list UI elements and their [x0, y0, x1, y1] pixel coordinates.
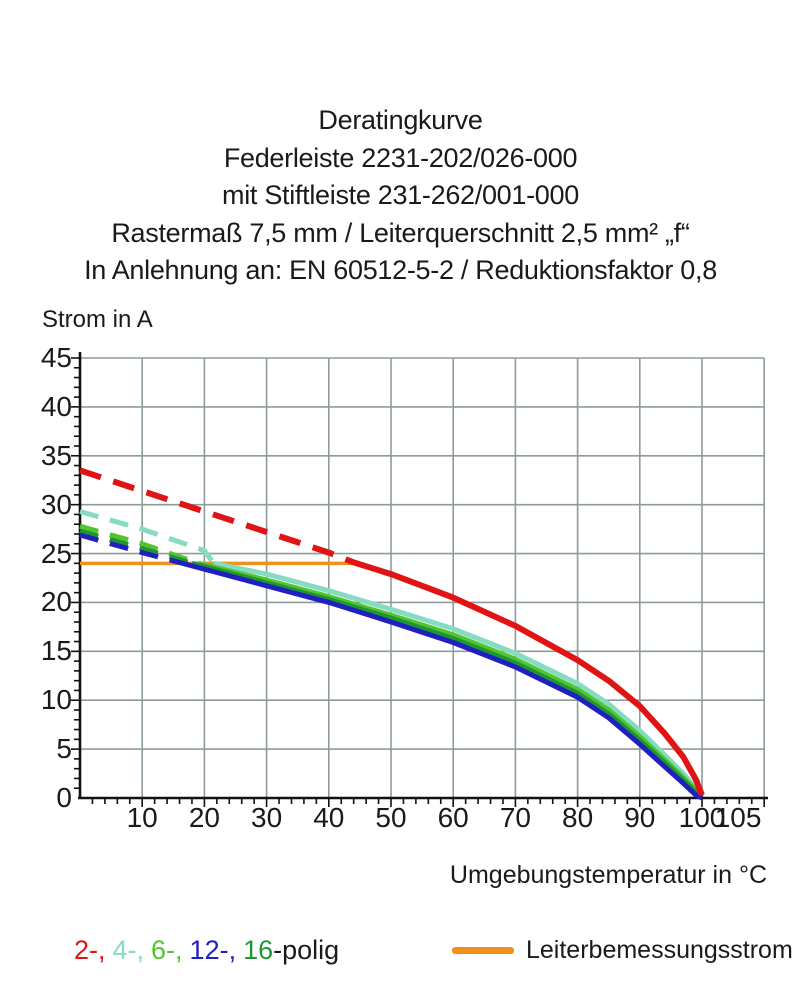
y-tick-label: 30	[40, 488, 72, 520]
x-tick-label: 70	[499, 802, 531, 833]
y-axis-title: Strom in A	[42, 306, 153, 333]
y-tick-label: 40	[40, 390, 72, 422]
title-line-5: In Anlehnung an: EN 60512-5-2 / Reduktio…	[84, 255, 717, 285]
series-6-polig-dashed	[79, 523, 200, 566]
rated-current-label: Leiterbemessungsstrom	[526, 936, 793, 964]
y-tick-label: 25	[40, 537, 72, 569]
x-tick-label: 80	[562, 802, 594, 833]
title-line-3: mit Stiftleiste 231-262/001-000	[222, 180, 579, 210]
y-tick-label: 10	[40, 684, 72, 716]
legend-pole-item: 12-,	[189, 935, 237, 965]
y-tick-label: 5	[56, 733, 72, 765]
x-tick-label: 100	[678, 802, 726, 833]
chart-title-block: Deratingkurve Federleiste 2231-202/026-0…	[0, 102, 801, 290]
title-line-2: Federleiste 2231-202/026-000	[223, 142, 578, 173]
series-2-polig-solid	[352, 559, 705, 797]
legend-rated-current: Leiterbemessungsstrom	[452, 932, 793, 968]
legend-pole-suffix: -polig	[273, 935, 340, 965]
legend-pole-item: 16	[243, 935, 274, 965]
series-4-polig-solid	[213, 560, 704, 798]
series-12-polig-dashed	[79, 532, 184, 566]
rated-current-line-swatch	[452, 946, 514, 954]
x-tick-label: 40	[313, 802, 345, 833]
y-tick-label: 35	[40, 439, 72, 471]
legend-pole-counts: 2-, 4-, 6-, 12-, 16-polig	[74, 932, 339, 968]
y-tick-label: 20	[40, 586, 72, 618]
y-tick-label: 0	[56, 782, 72, 813]
x-tick-label: 105	[714, 802, 762, 833]
x-tick-label: 50	[375, 802, 407, 833]
x-tick-label: 90	[624, 802, 656, 833]
legend-pole-item: 4-,	[112, 935, 145, 965]
series-12-polig-solid	[181, 560, 704, 801]
x-tick-label: 20	[188, 802, 220, 833]
x-tick-label: 60	[437, 802, 469, 833]
x-tick-label: 30	[251, 802, 283, 833]
x-tick-label: 10	[126, 802, 158, 833]
x-axis-title: Umgebungstemperatur in °C	[449, 861, 767, 889]
series-2-polig-dashed	[79, 467, 355, 566]
legend-pole-item: 6-,	[151, 935, 183, 965]
y-tick-label: 15	[40, 635, 72, 667]
series-16-polig-dashed	[79, 528, 193, 566]
legend-pole-item: 2-,	[74, 935, 106, 965]
series-4-polig-dashed	[79, 509, 216, 565]
y-tick-label: 45	[40, 342, 72, 373]
title-line-1: Deratingkurve	[318, 105, 483, 135]
title-line-4: Rastermaß 7,5 mm / Leiterquerschnitt 2,5…	[111, 217, 690, 248]
